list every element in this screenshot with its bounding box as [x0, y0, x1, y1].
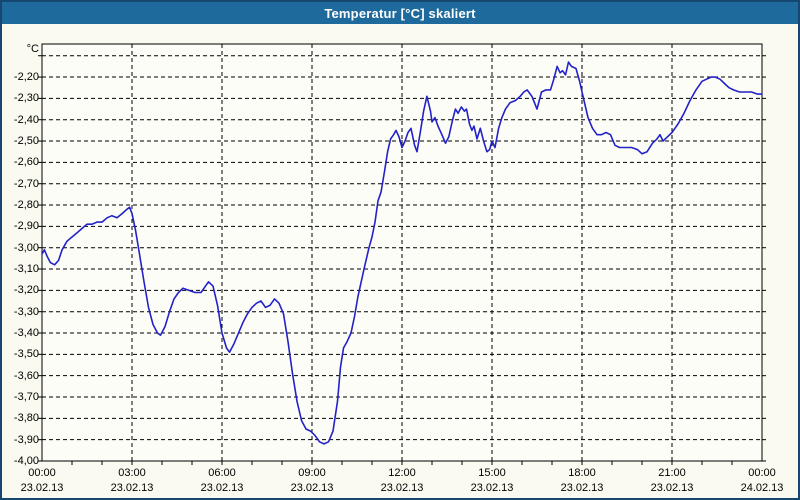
- x-tick-date: 23.02.13: [110, 482, 154, 494]
- y-tick-label: -2,90: [13, 220, 39, 233]
- x-tick-date: 23.02.13: [560, 482, 604, 494]
- chart-area: °C -2,20 -2,30 -2,40 -2,50 -2,60 -2,70 -2,80 -2…: [2, 24, 798, 498]
- x-tick-time: 06:00: [208, 467, 236, 479]
- x-tick-time: 09:00: [298, 467, 326, 479]
- x-tick-label: 00:00 24.02.13: [730, 466, 794, 496]
- y-tick-label: -3,70: [13, 391, 39, 403]
- y-tick-label: -3,60: [13, 369, 39, 382]
- x-tick-time: 00:00: [748, 467, 776, 479]
- x-tick-time: 00:00: [28, 467, 56, 479]
- y-tick-label: -2,70: [13, 177, 39, 190]
- y-tick-label: -3,00: [13, 241, 39, 254]
- window-title: Temperatur [°C] skaliert: [324, 5, 476, 21]
- x-tick-label: 09:00 23.02.13: [280, 466, 344, 496]
- y-tick-label: -2,20: [13, 71, 39, 84]
- y-tick-label: -2,50: [13, 135, 39, 148]
- y-tick-label: -3,40: [13, 327, 39, 340]
- y-tick-label: -2,40: [13, 113, 39, 126]
- x-tick-time: 18:00: [568, 467, 596, 479]
- plot-background: [42, 44, 762, 461]
- x-tick-time: 12:00: [388, 467, 416, 479]
- y-tick-label: -3,90: [13, 433, 39, 446]
- y-tick-label: -4,00: [13, 455, 39, 467]
- y-tick-label: -3,50: [13, 348, 39, 361]
- y-tick-label: -2,80: [13, 199, 39, 212]
- x-tick-label: 12:00 23.02.13: [370, 466, 434, 496]
- y-tick-label: -3,20: [13, 284, 39, 297]
- y-tick-label: -3,80: [13, 412, 39, 425]
- x-tick-time: 03:00: [118, 467, 146, 479]
- x-tick-label: 18:00 23.02.13: [550, 466, 614, 496]
- x-tick-date: 23.02.13: [20, 482, 64, 494]
- x-tick-date: 23.02.13: [200, 482, 244, 494]
- temperature-series-line: [41, 61, 763, 445]
- y-axis-unit-label: °C: [26, 43, 39, 55]
- x-tick-date: 23.02.13: [650, 482, 694, 494]
- x-tick-date: 23.02.13: [290, 482, 334, 494]
- x-tick-time: 15:00: [478, 467, 506, 479]
- x-tick-date: 23.02.13: [470, 482, 514, 494]
- x-tick-label: 00:00 23.02.13: [10, 466, 74, 496]
- x-tick-label: 03:00 23.02.13: [100, 466, 164, 496]
- temperature-line-chart: [38, 43, 766, 465]
- y-tick-label: -2,60: [13, 156, 39, 169]
- x-tick-label: 06:00 23.02.13: [190, 466, 254, 496]
- x-tick-time: 21:00: [658, 467, 686, 479]
- y-tick-label: -2,30: [13, 92, 39, 105]
- y-tick-label: -3,10: [13, 263, 39, 276]
- title-bar: Temperatur [°C] skaliert: [2, 2, 798, 24]
- x-tick-date: 24.02.13: [740, 482, 784, 494]
- x-tick-label: 21:00 23.02.13: [640, 466, 704, 496]
- x-tick-label: 15:00 23.02.13: [460, 466, 524, 496]
- y-tick-label: -3,30: [13, 305, 39, 318]
- x-tick-date: 23.02.13: [380, 482, 424, 494]
